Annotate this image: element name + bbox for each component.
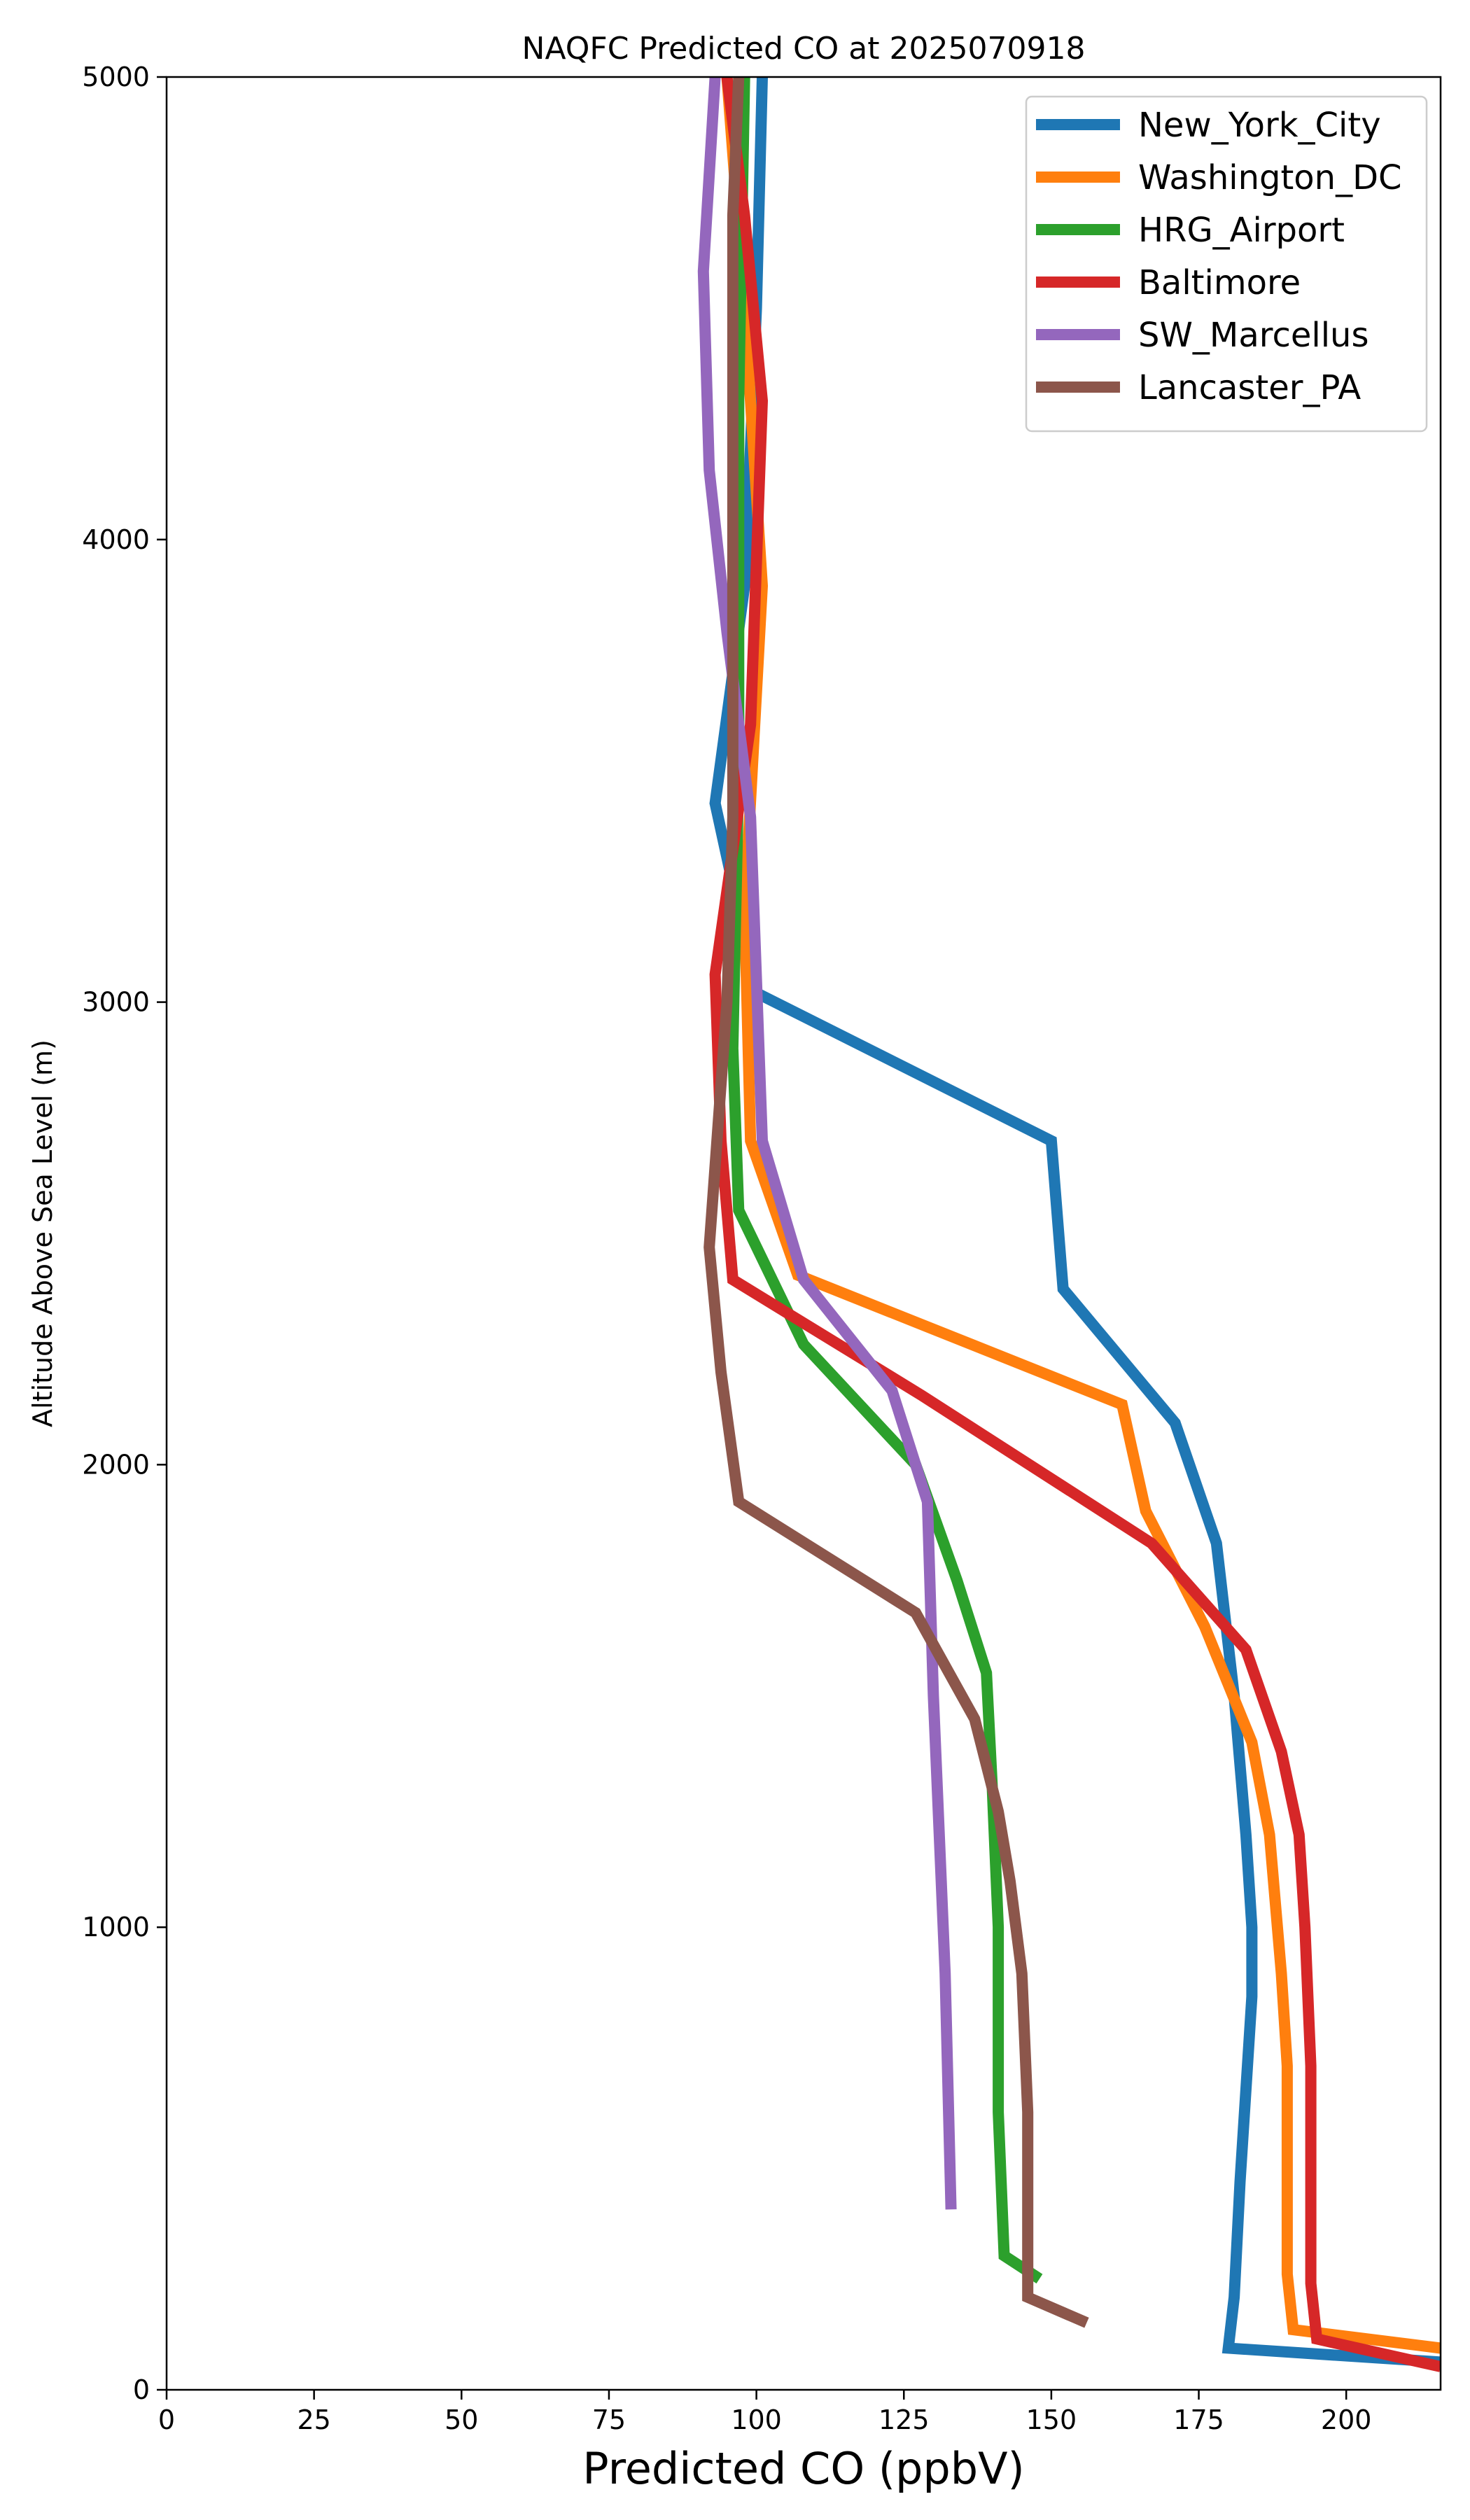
legend-label: Baltimore: [1138, 263, 1301, 302]
x-axis-label: Predicted CO (ppbV): [582, 2443, 1024, 2494]
y-tick-label: 3000: [82, 987, 150, 1018]
y-tick-label: 5000: [82, 62, 150, 92]
y-tick-label: 0: [133, 2374, 150, 2405]
legend-box: [1025, 95, 1428, 433]
x-tick-label: 25: [297, 2404, 330, 2435]
series-lines: [697, 77, 1441, 2372]
legend: New_York_City Washington_DC HRG_Airport Bal…: [1025, 95, 1428, 433]
legend-label: SW_Marcellus: [1138, 316, 1368, 355]
x-axis-ticks: 0 25 50 75 100 125 150 175 200: [158, 2390, 1372, 2435]
x-tick-label: 0: [158, 2404, 175, 2435]
legend-label: Lancaster_PA: [1138, 368, 1361, 407]
x-tick-label: 150: [1026, 2404, 1077, 2435]
series-line-sw-marcellus: [697, 77, 957, 2210]
series-line-lancaster-pa: [704, 77, 1089, 2328]
legend-label: HRG_Airport: [1138, 211, 1345, 250]
y-tick-label: 1000: [82, 1912, 150, 1942]
x-tick-label: 75: [592, 2404, 626, 2435]
chart-title: NAQFC Predicted CO at 2025070918: [522, 31, 1086, 66]
x-tick-label: 100: [731, 2404, 782, 2435]
series-line-baltimore: [709, 77, 1441, 2372]
series-line-new-york-city: [709, 77, 1441, 2368]
legend-label: Washington_DC: [1138, 158, 1402, 197]
legend-label: New_York_City: [1138, 106, 1381, 145]
x-tick-label: 125: [878, 2404, 930, 2435]
y-tick-label: 2000: [82, 1449, 150, 1480]
x-tick-label: 175: [1173, 2404, 1224, 2435]
y-tick-label: 4000: [82, 524, 150, 555]
x-tick-label: 200: [1321, 2404, 1372, 2435]
axes-frame: [165, 76, 1442, 2391]
x-tick-label: 50: [444, 2404, 478, 2435]
y-axis-label: Altitude Above Sea Level (m): [27, 1040, 58, 1427]
y-axis-ticks: 0 1000 2000 3000 4000 5000: [82, 62, 167, 2405]
